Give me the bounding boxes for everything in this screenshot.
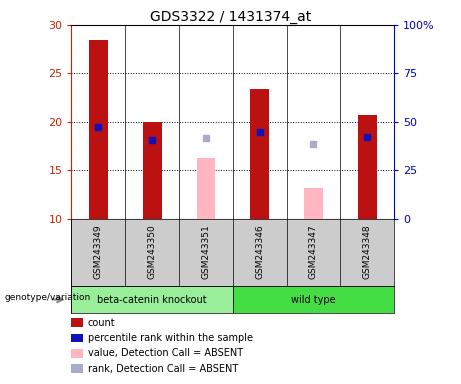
Bar xyxy=(358,115,377,219)
Text: GSM243346: GSM243346 xyxy=(255,224,264,279)
Text: rank, Detection Call = ABSENT: rank, Detection Call = ABSENT xyxy=(88,364,238,374)
Bar xyxy=(71,286,233,313)
Text: percentile rank within the sample: percentile rank within the sample xyxy=(88,333,253,343)
Text: wild type: wild type xyxy=(291,295,336,305)
Bar xyxy=(89,40,108,219)
Text: GSM243349: GSM243349 xyxy=(94,224,103,279)
Bar xyxy=(250,89,269,219)
Text: value, Detection Call = ABSENT: value, Detection Call = ABSENT xyxy=(88,348,242,358)
Bar xyxy=(196,158,215,219)
Text: GDS3322 / 1431374_at: GDS3322 / 1431374_at xyxy=(150,10,311,23)
Text: beta-catenin knockout: beta-catenin knockout xyxy=(97,295,207,305)
Bar xyxy=(233,286,394,313)
Text: GSM243347: GSM243347 xyxy=(309,224,318,279)
Bar xyxy=(304,188,323,219)
Text: GSM243351: GSM243351 xyxy=(201,224,210,279)
Text: GSM243348: GSM243348 xyxy=(363,224,372,279)
Bar xyxy=(143,122,161,219)
Text: count: count xyxy=(88,318,115,328)
Text: genotype/variation: genotype/variation xyxy=(5,293,91,302)
Text: GSM243350: GSM243350 xyxy=(148,224,157,279)
